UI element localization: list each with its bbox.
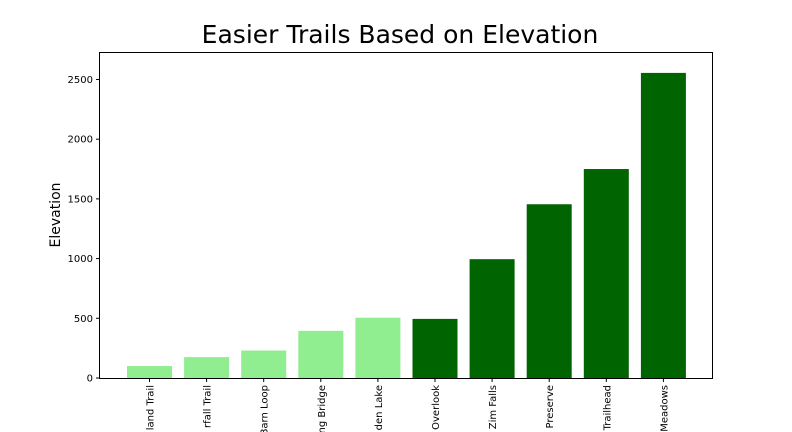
y-tick-label-0: 0 [87,374,93,385]
bar-9 [640,72,686,379]
y-tick-label-4: 2000 [68,135,93,146]
bar-8 [583,169,629,378]
x-tick-label-2: Barn Loop [260,385,271,432]
bar-6 [469,259,515,378]
bar-3 [298,330,344,378]
bar-7 [526,204,572,378]
x-tick-label-0: land Trail [146,385,157,430]
y-axis-label: Elevation [48,182,64,247]
bar-5 [412,318,458,378]
y-tick-label-5: 2500 [68,75,93,86]
x-tick-label-3: ng Bridge [317,385,328,432]
plot-frame [99,52,713,379]
x-tick-label-1: rfall Trail [203,385,214,428]
bars-layer [127,72,686,379]
x-tick-label-9: Meadows [659,385,670,432]
x-tick-label-6: Zim Falls [488,385,499,429]
y-tick-label-1: 500 [74,314,93,325]
chart-title: Easier Trails Based on Elevation [202,20,599,49]
bar-2 [241,350,287,378]
x-tick-label-8: Trailhead [602,385,613,431]
x-tick-label-7: Preserve [545,385,556,428]
x-axis-ticks: land Trail rfall Trail Barn Loop ng Bridge d… [146,378,670,432]
bar-0 [127,366,172,378]
y-axis-ticks: 0 500 1000 1500 2000 2500 [68,75,100,385]
x-tick-label-4: den Lake [374,385,385,430]
bar-4 [355,317,401,378]
y-tick-label-3: 1500 [68,194,93,205]
x-tick-label-5: Overlook [431,385,442,430]
bar-1 [184,357,230,378]
y-tick-label-2: 1000 [68,254,93,265]
